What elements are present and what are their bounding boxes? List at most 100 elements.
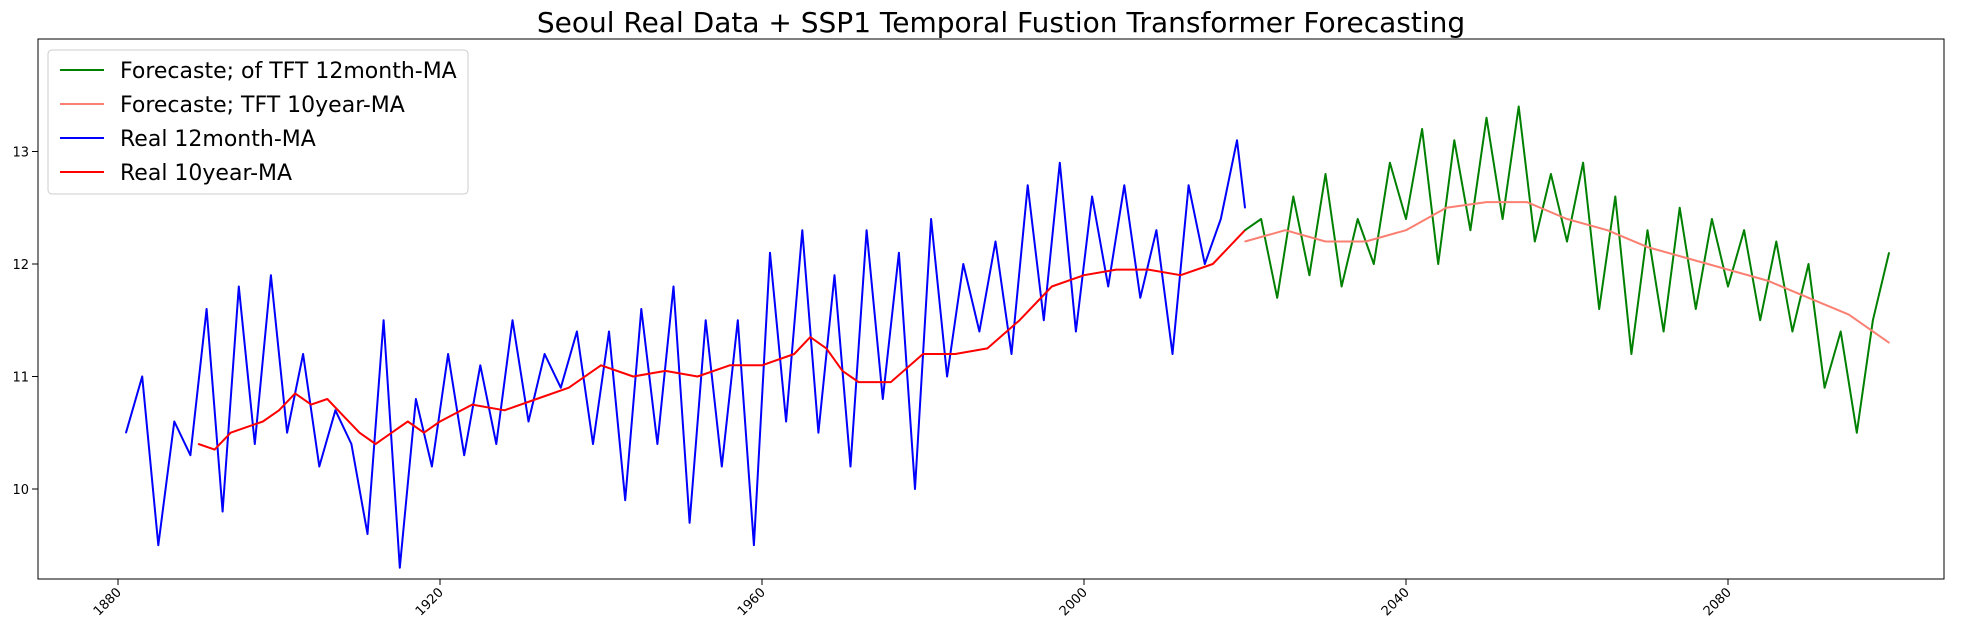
data-point — [898, 252, 900, 254]
series-layer — [125, 105, 1890, 569]
data-point — [817, 431, 820, 434]
data-point — [1711, 218, 1713, 220]
series-line — [125, 139, 1246, 569]
data-point — [962, 263, 965, 265]
x-tick-label: 1920 — [413, 585, 447, 619]
data-point — [229, 431, 232, 434]
data-point — [1437, 263, 1439, 265]
legend-label: Forecaste; TFT 10year-MA — [120, 93, 405, 118]
legend-label: Real 10year-MA — [120, 161, 292, 186]
data-point — [656, 443, 659, 445]
data-point — [1485, 116, 1488, 119]
data-point — [1501, 218, 1504, 220]
data-point — [1759, 319, 1761, 322]
data-point — [141, 375, 143, 378]
data-point — [1179, 274, 1182, 277]
data-point — [350, 443, 353, 445]
data-point — [1727, 285, 1729, 288]
data-point — [286, 431, 288, 434]
x-tick-label: 1960 — [735, 585, 769, 619]
data-point — [1695, 308, 1697, 310]
legend-label: Forecaste; of TFT 12month-MA — [120, 59, 457, 84]
data-point — [729, 364, 731, 367]
data-point — [511, 319, 514, 322]
data-point — [278, 409, 280, 412]
data-point — [1187, 184, 1190, 187]
data-point — [978, 330, 981, 333]
data-point — [254, 443, 256, 445]
data-point — [1566, 240, 1568, 243]
data-point — [1888, 252, 1890, 254]
data-point — [857, 381, 860, 383]
data-point — [1767, 280, 1770, 282]
data-point — [270, 274, 272, 277]
data-point — [1856, 431, 1858, 434]
data-point — [704, 319, 707, 322]
data-point — [1373, 263, 1375, 265]
data-point — [423, 431, 425, 434]
data-point — [801, 229, 804, 231]
data-point — [1807, 297, 1810, 299]
data-point — [1791, 330, 1794, 333]
data-point — [1848, 313, 1850, 316]
data-point — [543, 353, 546, 355]
data-point — [1421, 128, 1423, 130]
y-tick-label: 13 — [12, 146, 29, 161]
data-point — [890, 381, 892, 383]
data-point — [1485, 201, 1488, 203]
data-point — [238, 285, 240, 288]
data-point — [882, 398, 884, 400]
data-point — [318, 465, 321, 468]
data-point — [1171, 353, 1174, 355]
x-tick-label: 2080 — [1701, 585, 1735, 619]
data-point — [624, 499, 626, 502]
data-point — [366, 533, 369, 535]
data-point — [246, 426, 248, 428]
data-point — [382, 319, 385, 322]
data-point — [205, 308, 208, 310]
data-point — [1888, 341, 1890, 344]
data-point — [334, 409, 337, 412]
data-point — [262, 420, 264, 423]
x-tick-label: 2000 — [1057, 585, 1091, 619]
data-point — [1284, 229, 1287, 231]
data-point — [1630, 353, 1633, 355]
legend-box — [47, 49, 469, 195]
data-point — [1662, 330, 1665, 333]
data-point — [1743, 229, 1745, 231]
data-point — [1839, 330, 1842, 333]
data-point — [1356, 218, 1359, 220]
data-point — [930, 218, 932, 220]
data-point — [1212, 263, 1214, 265]
data-point — [1308, 274, 1311, 277]
data-point — [1115, 268, 1117, 271]
data-point — [326, 398, 329, 400]
data-point — [1276, 297, 1278, 299]
data-point — [841, 370, 844, 372]
data-point — [1606, 229, 1609, 231]
data-point — [833, 274, 836, 277]
data-point — [1405, 229, 1407, 231]
data-point — [1872, 319, 1874, 322]
data-point — [1823, 386, 1826, 389]
data-point — [986, 347, 989, 350]
data-point — [608, 330, 610, 333]
data-point — [825, 347, 828, 350]
data-point — [527, 420, 530, 423]
data-point — [213, 448, 216, 451]
series-line — [1244, 201, 1890, 344]
data-point — [1244, 207, 1246, 209]
series-line — [1244, 105, 1890, 434]
data-point — [664, 370, 667, 372]
x-tick-label: 1880 — [91, 585, 125, 619]
data-point — [1405, 218, 1407, 220]
data-point — [753, 544, 755, 546]
data-point — [793, 353, 795, 355]
data-point — [1010, 353, 1013, 355]
data-point — [1807, 263, 1810, 265]
data-point — [1026, 184, 1029, 187]
data-point — [1220, 218, 1222, 220]
data-point — [1292, 195, 1295, 198]
data-point — [688, 522, 691, 524]
data-point — [994, 240, 997, 243]
